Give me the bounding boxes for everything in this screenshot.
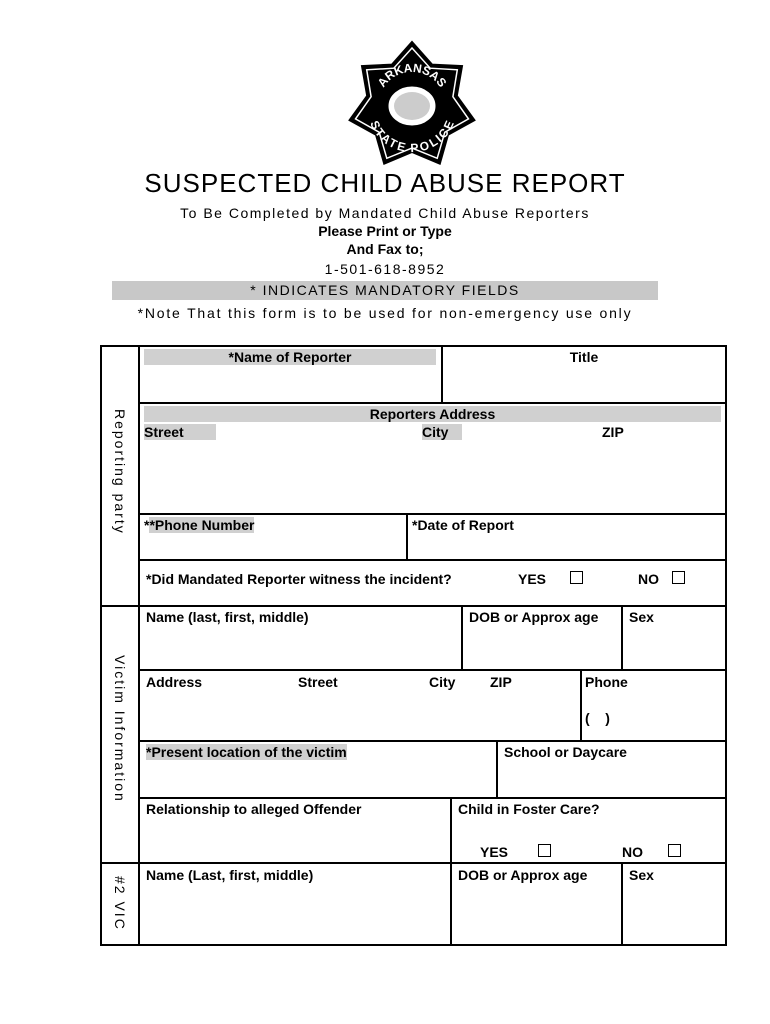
section-label: Reporting party — [112, 409, 128, 535]
relationship-field[interactable]: Relationship to alleged Offender — [138, 797, 452, 864]
reporter-address-field[interactable]: Reporters Address Street City ZIP — [138, 402, 727, 515]
label: *Date of Report — [412, 517, 514, 533]
date-of-report-field[interactable]: *Date of Report — [406, 513, 727, 561]
form-title: SUSPECTED CHILD ABUSE REPORT — [144, 168, 626, 198]
print-instruction: Please Print or Type — [318, 223, 452, 239]
witness-no-checkbox[interactable] — [672, 571, 685, 584]
address-label: Address — [146, 674, 203, 690]
area-code-parens: ( ) — [585, 710, 610, 726]
no-label: NO — [638, 571, 659, 587]
text: *Present location of the victim — [146, 744, 347, 760]
victim2-name-field[interactable]: Name (Last, first, middle) — [138, 862, 452, 946]
reporter-name-field[interactable]: *Name of Reporter — [138, 345, 443, 404]
city-label: City — [422, 424, 462, 440]
fax-instruction: And Fax to; — [346, 241, 424, 257]
victim-phone-field[interactable]: Phone ( ) — [580, 669, 727, 742]
non-emergency-note: *Note That this form is to be used for n… — [137, 305, 633, 321]
zip-label: ZIP — [602, 424, 624, 440]
label: Reporters Address — [144, 406, 721, 422]
label: *Did Mandated Reporter witness the incid… — [146, 571, 452, 587]
mandatory-fields-band: * INDICATES MANDATORY FIELDS — [112, 281, 658, 300]
victim2-dob-field[interactable]: DOB or Approx age — [450, 862, 623, 946]
victim-2-section: #2 VIC — [100, 862, 140, 946]
reporter-title-field[interactable]: Title — [441, 345, 727, 404]
label: Relationship to alleged Offender — [146, 801, 362, 817]
label: School or Daycare — [504, 744, 627, 760]
foster-no-checkbox[interactable] — [668, 844, 681, 857]
label: **Phone Number — [144, 517, 255, 533]
yes-label: YES — [518, 571, 547, 587]
street-label: Street — [144, 424, 216, 440]
label: *Name of Reporter — [144, 349, 436, 365]
label: Sex — [629, 867, 654, 883]
yes-label: YES — [480, 844, 509, 860]
label: *Present location of the victim — [146, 744, 347, 760]
label: DOB or Approx age — [458, 867, 588, 883]
section-label: Victim Information — [112, 655, 128, 803]
victim-address-field[interactable]: Address Street City ZIP — [138, 669, 582, 742]
foster-yes-checkbox[interactable] — [538, 844, 551, 857]
label: Name (last, first, middle) — [146, 609, 309, 625]
victim-information-section: Victim Information — [100, 605, 140, 864]
arkansas-state-police-badge-logo: ARKANSAS STATE POLICE — [348, 40, 476, 166]
school-daycare-field[interactable]: School or Daycare — [496, 740, 727, 799]
city-label: City — [429, 674, 456, 690]
label: Phone — [585, 674, 628, 690]
victim2-sex-field[interactable]: Sex — [621, 862, 727, 946]
victim-name-field[interactable]: Name (last, first, middle) — [138, 605, 463, 671]
witness-question: *Did Mandated Reporter witness the incid… — [138, 559, 727, 607]
text: *Phone Number — [149, 517, 255, 533]
street-label: Street — [298, 674, 338, 690]
victim-location-field[interactable]: *Present location of the victim — [138, 740, 498, 799]
label: DOB or Approx age — [469, 609, 599, 625]
fax-number: 1-501-618-8952 — [324, 261, 446, 277]
reporting-party-section: Reporting party — [100, 345, 140, 607]
section-label: #2 VIC — [112, 876, 128, 931]
victim-dob-field[interactable]: DOB or Approx age — [461, 605, 623, 671]
label: Child in Foster Care? — [458, 801, 600, 817]
witness-yes-checkbox[interactable] — [570, 571, 583, 584]
label: Name (Last, first, middle) — [146, 867, 314, 883]
phone-number-field[interactable]: **Phone Number — [138, 513, 408, 561]
label: Title — [569, 349, 599, 365]
subtitle: To Be Completed by Mandated Child Abuse … — [180, 205, 590, 221]
label: Sex — [629, 609, 654, 625]
no-label: NO — [622, 844, 643, 860]
foster-care-question: Child in Foster Care? YES NO — [450, 797, 727, 864]
victim-sex-field[interactable]: Sex — [621, 605, 727, 671]
zip-label: ZIP — [490, 674, 512, 690]
